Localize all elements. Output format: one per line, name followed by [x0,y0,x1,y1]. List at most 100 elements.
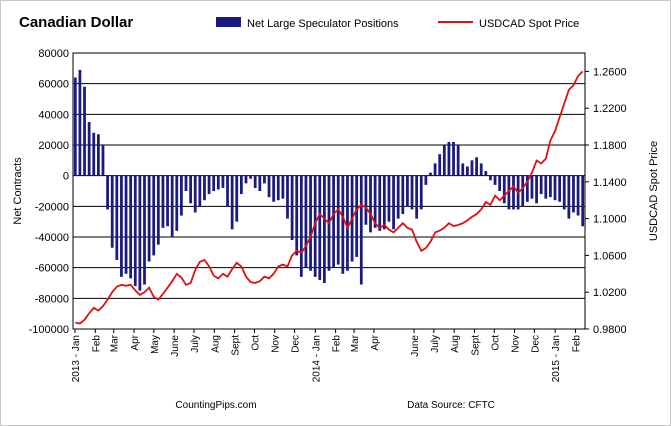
x-tick-label: Nov [511,335,522,353]
bar [203,175,206,201]
bar [336,175,340,265]
bar [276,175,280,201]
bar [263,175,266,184]
left-axis-title: Net Contracts [12,157,24,225]
bar [184,175,188,191]
bar [286,175,289,219]
left-tick-label: -80000 [35,293,69,305]
bar [502,175,506,204]
x-tick-label: Dec [530,335,541,353]
bar [382,175,386,230]
bar [419,175,423,210]
bar [447,141,451,176]
right-tick-label: 1.2600 [593,66,627,78]
bar [295,175,299,256]
bar [216,175,220,190]
x-tick-label: Mar [350,334,361,352]
bar [129,175,133,279]
x-tick-label: 2013 - Jan [71,335,82,382]
bar [226,175,229,207]
bar [249,175,252,179]
left-axis: 80000 60000 40000 20000 0 -20000 -40000 -60000 -… [29,48,69,336]
bar [346,175,349,271]
bar [239,175,243,195]
bar [429,172,432,176]
bar [83,86,86,176]
left-tick-label: -60000 [35,263,69,275]
x-tick-label: Oct [490,335,501,351]
bar [406,175,409,207]
price-line [75,70,584,325]
plot-area [72,52,586,330]
bar [530,175,534,199]
x-tick-label: Apr [130,334,141,350]
bar [272,175,276,202]
bar [498,175,502,191]
bar [110,175,114,248]
bar [78,69,82,176]
bar [120,175,123,277]
x-tick-label: 2015 - Jan [551,335,562,382]
bar [313,175,317,277]
x-tick-label: Aug [210,335,221,353]
x-tick-label: May [150,335,161,354]
left-tick-label: 20000 [38,140,69,152]
right-axis: 1.2600 1.2200 1.1800 1.1400 1.1000 1.0600 1.02… [585,66,627,336]
bar [355,175,359,257]
bar [161,175,165,228]
left-tick-label: -20000 [35,201,69,213]
bar [258,175,262,191]
bar [465,166,469,176]
bar [207,175,211,195]
bar [410,175,414,210]
right-tick-label: 1.2200 [593,103,627,115]
x-tick-label: Nov [271,335,282,353]
bar [267,175,271,198]
legend-label-bars: Net Large Speculator Positions [247,18,399,30]
bar [193,175,197,213]
x-tick-label: June [410,335,421,357]
left-tick-label: -100000 [29,324,69,336]
bar [152,175,156,256]
bar [442,145,446,176]
bar [401,175,405,214]
bar [143,175,146,285]
footer-data-source: Data Source: CFTC [407,400,495,411]
bar [175,175,179,231]
bar [392,175,395,230]
bar [581,175,585,227]
bar [373,175,377,228]
bar [73,77,77,176]
bar [359,175,363,285]
left-tick-label: -40000 [35,232,69,244]
bar [244,175,248,184]
bar [290,175,294,241]
bar [299,175,303,277]
left-tick-label: 40000 [38,109,69,121]
bar [156,175,160,245]
bar [378,175,382,231]
bar [304,175,308,268]
x-axis: 2013 - Jan Feb Mar Apr May June July Aug Sept Oct… [71,329,583,382]
x-tick-label: Mar [110,334,121,352]
bar [433,163,437,176]
bar [525,175,529,202]
bar [544,175,548,199]
bar [124,175,128,274]
bar [332,175,335,268]
bar [198,175,202,207]
bar [96,134,100,176]
bar [230,175,234,230]
legend-label-line: USDCAD Spot Price [479,18,579,30]
bar [170,175,174,237]
bar [106,175,109,210]
x-tick-label: 2014 - Jan [311,335,322,382]
bar [521,175,525,207]
x-tick-label: Apr [370,334,381,350]
bar [221,175,225,188]
x-tick-label: July [190,335,201,353]
bar [415,175,419,219]
bar [166,175,169,227]
bar [576,175,580,216]
